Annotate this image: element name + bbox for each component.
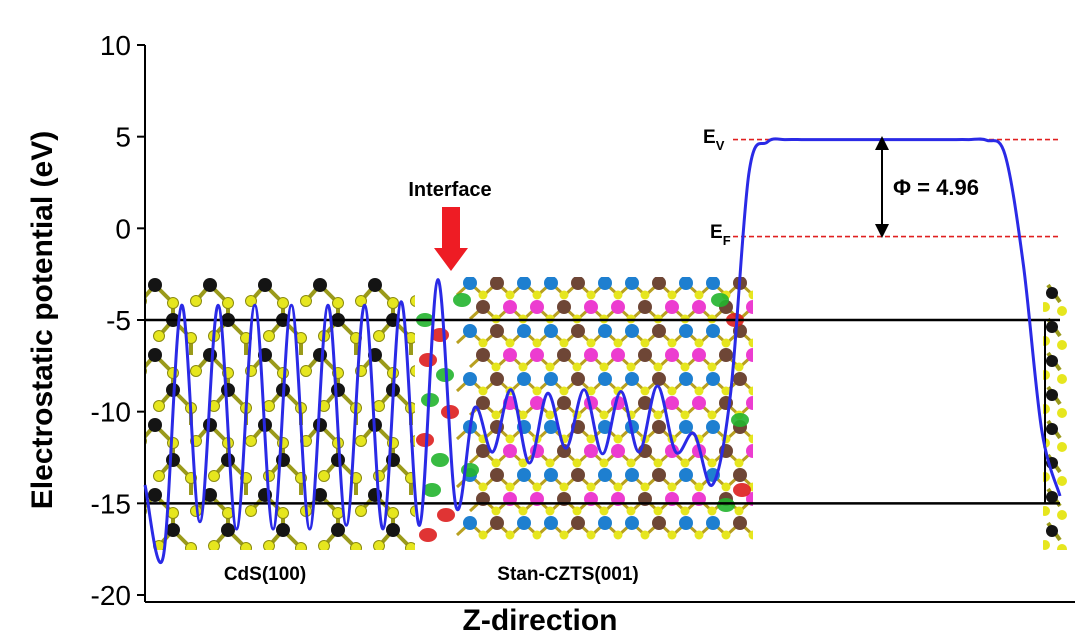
y-tick-label: -15 bbox=[91, 488, 131, 519]
y-axis-title: Electrostatic potential (eV) bbox=[26, 131, 59, 509]
potential-curve bbox=[143, 137, 1062, 564]
y-tick-label: -5 bbox=[106, 305, 131, 336]
y-tick-label: 0 bbox=[115, 213, 131, 244]
y-tick-label: 5 bbox=[115, 122, 131, 153]
y-tick-label: -10 bbox=[91, 397, 131, 428]
czts-label: Stan-CZTS(001) bbox=[497, 564, 638, 585]
y-tick-label: -20 bbox=[91, 580, 131, 611]
ev-label: EV bbox=[703, 127, 725, 153]
x-axis-title: Z-direction bbox=[463, 604, 618, 635]
y-axis-ticks: 10 5 0 -5 -10 -15 -20 bbox=[91, 30, 145, 611]
interface-arrow bbox=[434, 207, 468, 271]
interface-label: Interface bbox=[408, 179, 491, 201]
cds-label: CdS(100) bbox=[224, 564, 306, 585]
work-function-label: Φ = 4.96 bbox=[893, 175, 979, 200]
ef-label: EF bbox=[710, 222, 731, 248]
y-tick-label: 10 bbox=[100, 30, 131, 61]
